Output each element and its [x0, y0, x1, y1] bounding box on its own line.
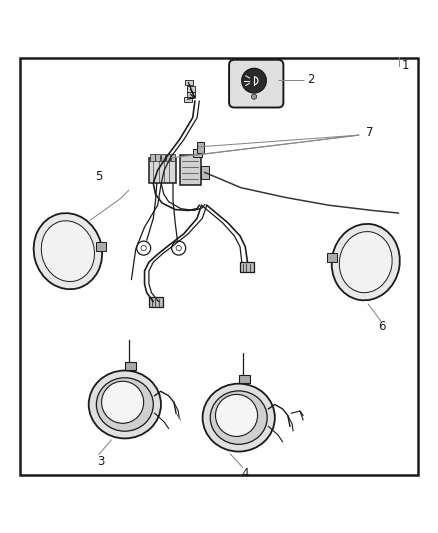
Circle shape: [176, 246, 181, 251]
Bar: [197, 142, 204, 152]
FancyBboxPatch shape: [229, 60, 283, 108]
Ellipse shape: [339, 231, 392, 293]
Text: 5: 5: [95, 170, 102, 183]
Bar: [327, 253, 337, 262]
Bar: [155, 154, 160, 160]
Bar: [240, 262, 254, 272]
Bar: [184, 96, 192, 102]
Text: 6: 6: [378, 320, 386, 334]
Ellipse shape: [332, 224, 400, 300]
Ellipse shape: [41, 221, 95, 281]
Bar: [96, 243, 106, 251]
Bar: [150, 154, 155, 160]
Bar: [239, 375, 250, 383]
Text: 3: 3: [97, 455, 104, 468]
Text: 1: 1: [401, 59, 409, 72]
Bar: [185, 80, 193, 85]
Circle shape: [172, 241, 186, 255]
Ellipse shape: [34, 213, 102, 289]
Ellipse shape: [210, 391, 267, 445]
Ellipse shape: [88, 370, 161, 439]
Bar: [171, 154, 175, 160]
Bar: [201, 166, 209, 179]
Bar: [149, 158, 176, 183]
Bar: [193, 149, 202, 157]
Text: 7: 7: [366, 126, 374, 140]
Bar: [187, 86, 195, 92]
Circle shape: [102, 381, 144, 423]
Text: 2: 2: [307, 74, 315, 86]
Circle shape: [215, 394, 258, 437]
Bar: [125, 361, 136, 370]
Bar: [187, 92, 195, 97]
Ellipse shape: [96, 378, 153, 431]
Circle shape: [141, 246, 146, 251]
Bar: [166, 154, 170, 160]
Text: 4: 4: [241, 467, 249, 480]
Bar: [149, 297, 163, 307]
Ellipse shape: [202, 384, 275, 451]
Bar: [161, 154, 165, 160]
Circle shape: [251, 94, 257, 99]
Bar: [180, 155, 201, 185]
Circle shape: [242, 68, 266, 93]
Circle shape: [137, 241, 151, 255]
